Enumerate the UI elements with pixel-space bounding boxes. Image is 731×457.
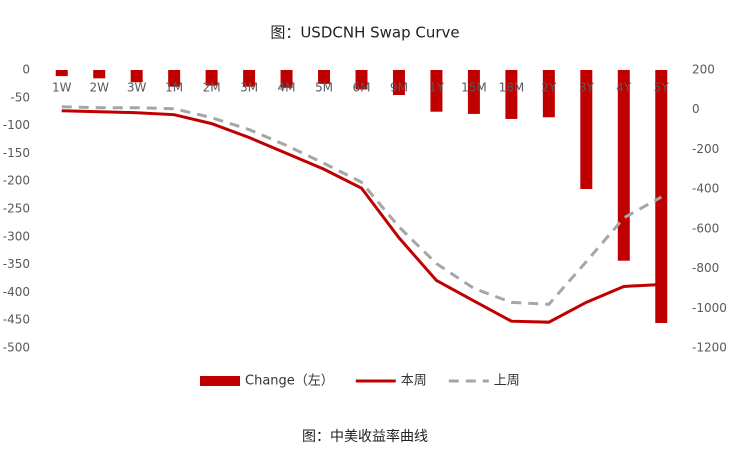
y-tick-label: -400 [3, 285, 30, 299]
bar [55, 70, 68, 77]
caption: 图：中美收益率曲线 [302, 428, 428, 445]
bar [542, 70, 555, 118]
y2-tick-label: -800 [692, 261, 719, 275]
x-tick-label: 4M [278, 81, 296, 95]
line [61, 109, 662, 324]
y2-tick-label: -600 [692, 221, 719, 235]
x-tick-label: 2M [203, 81, 221, 95]
bar [280, 70, 293, 88]
line [61, 105, 662, 306]
x-tick-label: 2W [89, 81, 109, 95]
bar [467, 70, 480, 114]
x-tick-label: 5M [315, 81, 333, 95]
legend-swatch [200, 376, 240, 386]
bar [655, 70, 668, 323]
bar [318, 70, 331, 84]
y2-tick-label: -1000 [692, 301, 727, 315]
x-tick-label: 3Y [579, 81, 595, 95]
bar [392, 70, 405, 96]
x-tick-label: 18M [499, 81, 525, 95]
y-tick-label: -300 [3, 229, 30, 243]
bar [617, 70, 630, 261]
bar [205, 70, 218, 86]
y2-tick-label: -200 [692, 142, 719, 156]
y2-tick-label: 0 [692, 102, 700, 116]
y-tick-label: -150 [3, 146, 30, 160]
bar [243, 70, 256, 87]
x-tick-label: 2Y [541, 81, 557, 95]
bar [130, 70, 143, 83]
x-tick-label: 9M [390, 81, 408, 95]
y-tick-label: -450 [3, 313, 30, 327]
y-tick-label: -100 [3, 118, 30, 132]
legend-label: 本周 [401, 374, 427, 389]
bar [355, 70, 368, 90]
y-tick-label: -500 [3, 341, 30, 355]
bar [505, 70, 518, 119]
bar [93, 70, 106, 79]
y-tick-label: -250 [3, 202, 30, 216]
y2-tick-label: -1200 [692, 341, 727, 355]
y2-tick-label: -400 [692, 182, 719, 196]
chart-title: 图：USDCNH Swap Curve [270, 24, 459, 42]
y-tick-label: -50 [10, 90, 30, 104]
x-tick-label: 1Y [429, 81, 445, 95]
x-tick-label: 3W [127, 81, 147, 95]
x-tick-label: 6M [353, 81, 371, 95]
legend-label: Change（左） [245, 374, 334, 389]
bar [168, 70, 181, 87]
x-tick-label: 1M [165, 81, 183, 95]
bar [580, 70, 593, 189]
y2-tick-label: 200 [692, 63, 715, 77]
bar [430, 70, 443, 112]
x-tick-label: 15M [461, 81, 487, 95]
x-tick-label: 5Y [654, 81, 670, 95]
x-tick-label: 4Y [616, 81, 632, 95]
x-tick-label: 1W [52, 81, 72, 95]
legend-label: 上周 [494, 374, 520, 389]
y-tick-label: 0 [22, 63, 30, 77]
y-tick-label: -350 [3, 257, 30, 271]
x-tick-label: 3M [240, 81, 258, 95]
y-tick-label: -200 [3, 174, 30, 188]
